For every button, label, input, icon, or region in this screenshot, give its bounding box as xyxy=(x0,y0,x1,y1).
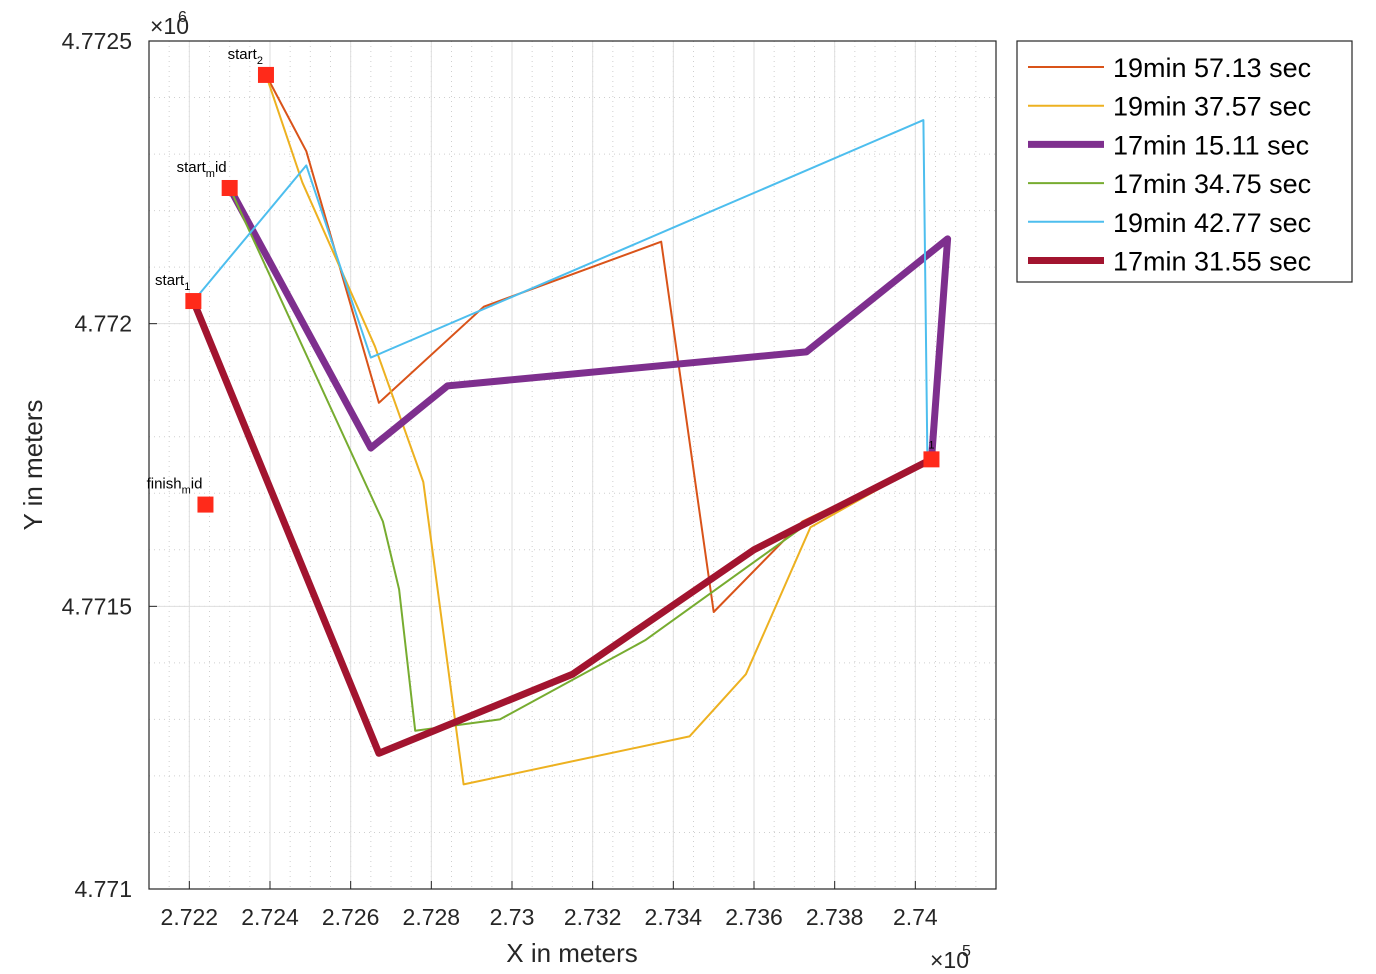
series-line-4 xyxy=(228,187,933,732)
x-tick-label: 2.726 xyxy=(322,904,380,930)
x-tick-label: 2.728 xyxy=(403,904,461,930)
marker-square xyxy=(197,496,214,513)
y-tick-label: 4.772 xyxy=(74,311,132,337)
y-axis-label: Y in meters xyxy=(18,399,48,530)
y-tick-label: 4.7725 xyxy=(62,28,132,54)
y-tick-label: 4.7715 xyxy=(62,593,132,619)
y-tick-label: 4.771 xyxy=(74,876,132,902)
legend: 19min 57.13 sec 19min 37.57 sec 17min 15.1… xyxy=(1016,40,1353,283)
x-tick-label: 2.736 xyxy=(725,904,783,930)
marker-square xyxy=(923,451,940,468)
x-axis-label: X in meters xyxy=(506,938,638,968)
legend-label: 19min 37.57 sec xyxy=(1113,92,1311,122)
x-tick-label: 2.722 xyxy=(161,904,219,930)
marker-label: 1 xyxy=(928,439,934,451)
plot-background xyxy=(149,41,996,889)
svg-text:×10: ×10 xyxy=(150,13,189,39)
series-lines xyxy=(189,73,952,786)
series-line-6 xyxy=(189,297,935,757)
x-tick-labels: 2.722 2.724 2.726 2.728 2.73 2.732 2.734 2.736 2… xyxy=(161,904,938,930)
x-tick-label: 2.724 xyxy=(241,904,299,930)
legend-box xyxy=(1016,40,1353,283)
marker-label: start1 xyxy=(155,272,190,293)
legend-label: 19min 57.13 sec xyxy=(1113,53,1311,83)
plot-frame xyxy=(148,40,997,890)
y-exponent: ×10 6 xyxy=(150,9,189,39)
series-line-3 xyxy=(226,184,952,463)
legend-label: 17min 34.75 sec xyxy=(1113,169,1311,199)
x-tick-label: 2.74 xyxy=(893,904,938,930)
marker-label: start2 xyxy=(228,46,263,67)
x-exponent: ×10 5 xyxy=(930,943,971,973)
svg-text:×10: ×10 xyxy=(930,947,969,973)
x-tick-label: 2.738 xyxy=(806,904,864,930)
marker-square xyxy=(221,179,238,196)
series-line-5 xyxy=(192,119,929,461)
legend-label: 17min 31.55 sec xyxy=(1113,247,1311,277)
svg-text:5: 5 xyxy=(962,943,971,960)
marker-square xyxy=(185,293,202,310)
marker-square xyxy=(257,66,274,83)
location-markers: start2 startmid start1 finishmid 1 xyxy=(147,46,940,513)
x-tick-label: 2.734 xyxy=(645,904,703,930)
y-tick-labels: 4.771 4.7715 4.772 4.7725 xyxy=(62,28,132,902)
legend-label: 19min 42.77 sec xyxy=(1113,208,1311,238)
x-tick-label: 2.732 xyxy=(564,904,622,930)
series-line-2 xyxy=(265,73,933,786)
marker-label: startmid xyxy=(177,159,227,180)
svg-text:6: 6 xyxy=(178,9,187,26)
x-tick-label: 2.73 xyxy=(490,904,535,930)
marker-label: finishmid xyxy=(147,476,203,497)
legend-label: 17min 15.11 sec xyxy=(1113,130,1309,160)
